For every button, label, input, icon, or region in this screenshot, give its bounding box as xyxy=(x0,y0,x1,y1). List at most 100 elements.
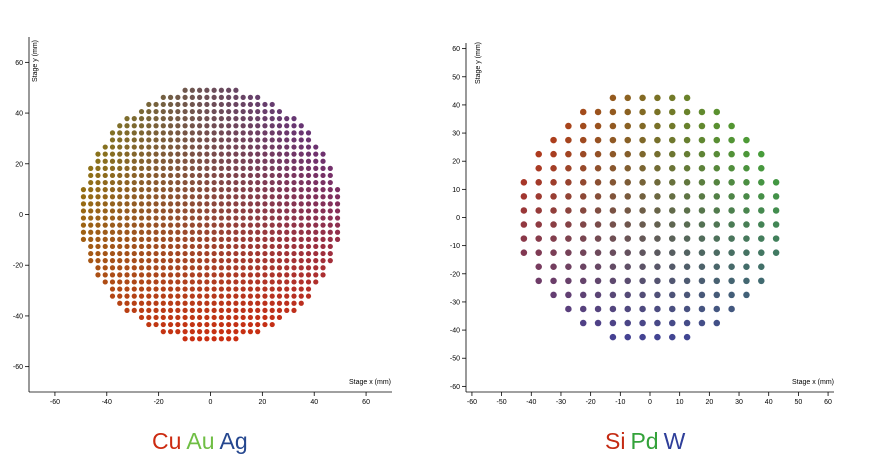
data-point xyxy=(131,151,137,157)
data-point xyxy=(197,250,203,257)
data-point xyxy=(269,321,275,328)
data-point xyxy=(109,201,116,207)
data-point xyxy=(218,123,224,129)
data-point xyxy=(247,116,254,122)
data-point xyxy=(240,172,246,179)
data-point xyxy=(109,179,116,186)
data-point xyxy=(240,250,246,257)
data-point xyxy=(189,158,195,164)
data-point xyxy=(255,201,261,207)
data-point xyxy=(131,179,137,186)
data-point xyxy=(233,179,239,186)
data-point xyxy=(262,243,268,250)
x-tick-label: 20 xyxy=(258,399,266,406)
data-point xyxy=(109,279,116,285)
data-point xyxy=(189,215,195,221)
data-point xyxy=(109,236,116,242)
data-point xyxy=(320,172,326,179)
data-point xyxy=(262,130,268,136)
data-point xyxy=(535,179,542,186)
data-point xyxy=(138,229,145,235)
data-point xyxy=(233,300,239,306)
data-point xyxy=(247,314,254,321)
data-point xyxy=(160,151,166,157)
data-point xyxy=(758,207,765,214)
data-point xyxy=(226,222,232,228)
data-point xyxy=(284,250,290,257)
data-point xyxy=(226,108,232,115)
data-point xyxy=(713,179,721,186)
data-point xyxy=(138,179,145,186)
data-point xyxy=(240,144,246,150)
y-tick-label: 20 xyxy=(452,159,460,166)
x-tick-label: 50 xyxy=(794,399,802,406)
data-point xyxy=(88,215,94,221)
data-point xyxy=(291,165,297,171)
data-point xyxy=(624,249,631,256)
data-point xyxy=(313,279,319,285)
data-point xyxy=(713,263,721,271)
data-point xyxy=(182,272,188,278)
data-point xyxy=(160,215,166,221)
data-point xyxy=(218,94,224,100)
data-point xyxy=(255,101,261,108)
data-point xyxy=(182,293,188,299)
data-point xyxy=(594,164,602,172)
data-point xyxy=(131,144,137,150)
data-point xyxy=(102,229,108,235)
data-point xyxy=(233,258,239,264)
y-tick-label: 20 xyxy=(15,161,23,168)
data-point xyxy=(182,215,188,221)
data-point xyxy=(247,222,254,228)
data-point xyxy=(284,258,290,264)
data-point xyxy=(579,122,587,130)
data-point xyxy=(276,258,283,264)
data-point xyxy=(167,229,174,235)
data-point xyxy=(189,229,195,235)
left-y-axis-label: Stage y (mm) xyxy=(32,40,39,82)
data-point xyxy=(713,319,721,327)
data-point xyxy=(334,187,341,193)
data-point xyxy=(579,193,587,200)
data-point xyxy=(609,94,617,102)
data-point xyxy=(255,236,261,242)
data-point xyxy=(291,300,297,306)
data-point xyxy=(594,108,602,116)
data-point xyxy=(276,151,283,157)
data-point xyxy=(117,243,123,250)
data-point xyxy=(138,194,145,200)
data-point xyxy=(233,101,239,108)
data-point xyxy=(247,151,254,157)
data-point xyxy=(138,307,145,313)
data-point xyxy=(276,300,283,306)
data-point xyxy=(255,172,261,179)
data-point xyxy=(276,243,283,250)
data-point xyxy=(233,208,239,214)
data-point xyxy=(320,243,326,250)
data-point xyxy=(247,187,254,193)
data-point xyxy=(233,165,239,171)
data-point xyxy=(233,243,239,250)
data-point xyxy=(175,258,181,264)
data-point xyxy=(189,151,195,157)
data-point xyxy=(713,277,721,285)
data-point xyxy=(247,321,254,328)
data-point xyxy=(772,193,780,200)
data-point xyxy=(117,187,123,193)
data-point xyxy=(109,165,116,171)
data-point xyxy=(131,279,137,285)
data-point xyxy=(131,137,137,143)
data-point xyxy=(204,101,210,108)
data-point xyxy=(639,221,646,228)
data-point xyxy=(305,265,312,271)
data-point xyxy=(284,229,290,235)
data-point xyxy=(247,229,254,235)
data-point xyxy=(138,250,145,257)
data-point xyxy=(197,279,203,285)
data-point xyxy=(233,87,239,93)
data-point xyxy=(160,201,166,207)
data-point xyxy=(102,144,108,150)
data-point xyxy=(189,137,195,143)
data-point xyxy=(594,122,602,130)
data-point xyxy=(167,265,174,271)
